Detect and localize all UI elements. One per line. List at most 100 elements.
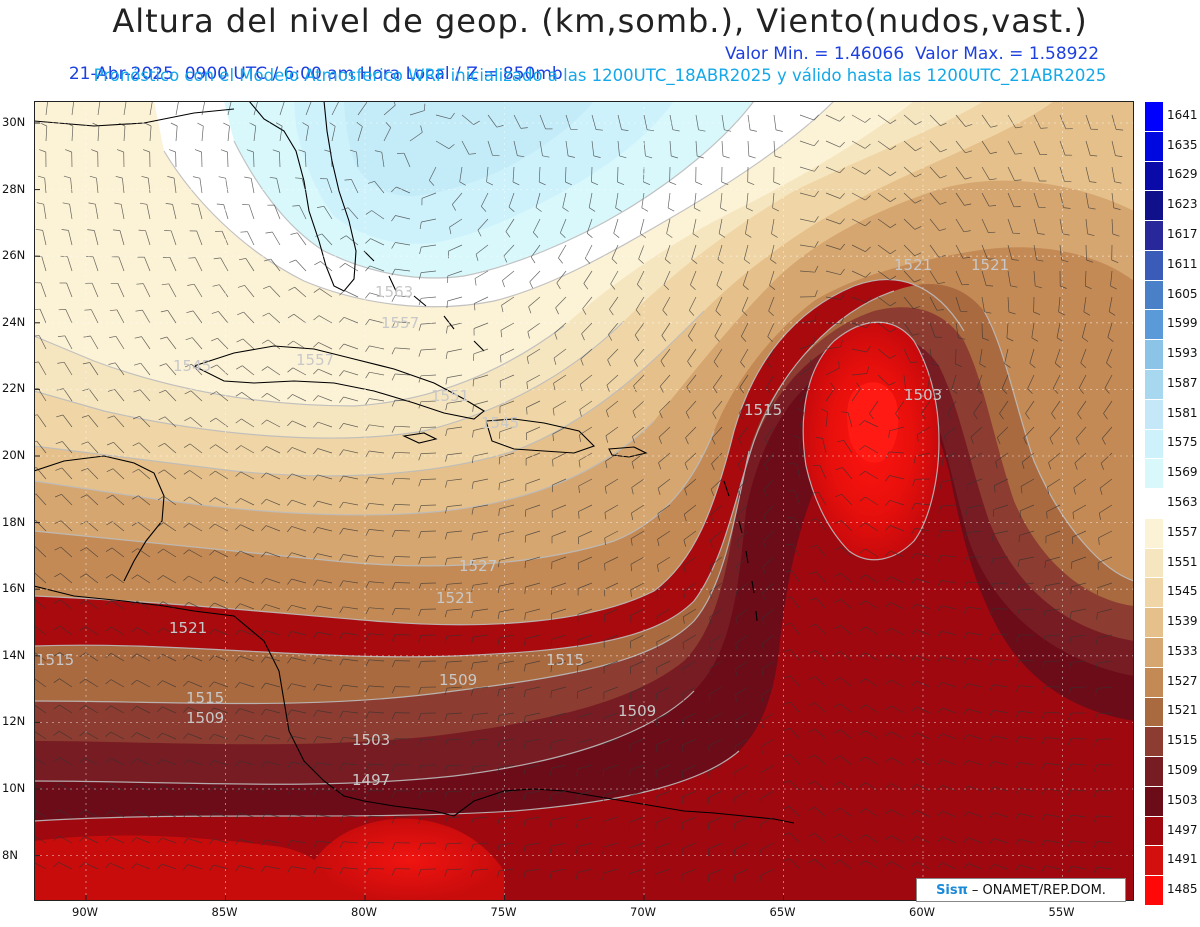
wind-barb-flag xyxy=(835,467,843,471)
wind-barb-flag xyxy=(989,812,994,819)
wind-barb-shaft xyxy=(981,192,990,207)
wind-barb-flag xyxy=(418,401,422,409)
wind-barb-shaft xyxy=(864,445,879,454)
wind-barb-shaft xyxy=(608,322,619,335)
wind-barb-shaft xyxy=(199,178,203,194)
wind-barb-flag xyxy=(272,149,280,153)
wind-barb-flag xyxy=(937,785,943,791)
wind-barb-shaft xyxy=(993,838,1009,844)
wind-barb-flag xyxy=(885,550,891,557)
wind-barb-flag xyxy=(859,420,865,426)
contour-label: 1545 xyxy=(481,414,519,432)
wind-barb-flag xyxy=(658,437,662,444)
wind-barb-shaft xyxy=(981,166,991,181)
wind-barb-shaft xyxy=(58,835,73,844)
wind-barb-flag xyxy=(314,261,321,266)
wind-barb-shaft xyxy=(45,125,48,142)
wind-barb-shaft xyxy=(764,426,775,440)
wind-barb-shaft xyxy=(499,738,515,742)
wind-barb-shaft xyxy=(291,683,307,688)
wind-barb-shaft xyxy=(814,676,827,688)
wind-barb-flag xyxy=(602,821,604,829)
wind-barb-flag xyxy=(105,758,111,764)
wind-barb-shaft xyxy=(604,504,619,513)
wind-barb-flag xyxy=(159,363,167,367)
wind-barb-flag xyxy=(552,459,554,467)
wind-barb-shaft xyxy=(915,527,931,532)
wind-barb-shaft xyxy=(799,140,815,147)
wind-barb-flag xyxy=(418,687,422,695)
wind-barb-shaft xyxy=(475,244,489,255)
wind-barb-shaft xyxy=(141,336,151,350)
wind-barb-flag xyxy=(604,486,607,494)
wind-barb-shaft xyxy=(683,582,697,592)
wind-barb-flag xyxy=(1094,713,1098,721)
wind-barb-shaft xyxy=(369,581,385,584)
wind-barb-shaft xyxy=(123,125,126,142)
wind-barb-shaft xyxy=(525,634,541,639)
wind-barb-shaft xyxy=(588,192,593,208)
wind-barb-shaft xyxy=(369,292,385,298)
wind-barb-flag xyxy=(689,310,695,316)
wind-barb-flag xyxy=(105,653,112,658)
wind-barb-flag xyxy=(339,396,344,403)
wind-barb-flag xyxy=(740,361,746,368)
wind-barb-shaft xyxy=(966,581,983,584)
wind-barb-flag xyxy=(157,654,163,660)
wind-barb-flag xyxy=(1023,437,1027,445)
wind-barb-shaft xyxy=(710,478,723,490)
wind-barb-shaft xyxy=(136,784,151,792)
wind-barb-flag xyxy=(339,475,344,482)
wind-barb-shaft xyxy=(196,230,203,246)
wind-barb-shaft xyxy=(799,114,815,121)
wind-barb-shaft xyxy=(343,658,359,662)
wind-barb-shaft xyxy=(265,761,281,766)
wind-barb-flag xyxy=(550,768,552,776)
wind-barb-flag xyxy=(524,664,526,672)
wind-barb-shaft xyxy=(657,530,671,540)
wind-barb-flag xyxy=(158,469,165,474)
wind-barb-shaft xyxy=(446,686,463,689)
wind-barb-flag xyxy=(501,305,504,313)
wind-barb-flag xyxy=(834,703,841,708)
wind-barb-shaft xyxy=(658,452,671,463)
wind-barb-shaft xyxy=(239,865,255,870)
wind-barb-flag xyxy=(1041,839,1046,847)
wind-barb-flag xyxy=(1077,413,1082,420)
wind-barb-flag xyxy=(1060,285,1067,289)
wind-barb-flag xyxy=(497,793,500,800)
wind-barb-shaft xyxy=(188,549,203,558)
wind-barb-shaft xyxy=(655,816,671,823)
wind-barb-flag xyxy=(53,704,60,710)
wind-barb-flag xyxy=(645,155,653,159)
wind-barb-shaft xyxy=(394,608,411,610)
wind-barb-shaft xyxy=(139,389,151,402)
wind-barb-flag xyxy=(1100,463,1105,470)
wind-barb-shaft xyxy=(1097,866,1113,870)
lat-label: 10N xyxy=(2,781,26,795)
wind-barb-shaft xyxy=(58,757,73,766)
wind-barb-shaft xyxy=(1097,841,1113,844)
wind-barb-flag xyxy=(656,590,659,598)
wind-barb-shaft xyxy=(137,548,151,558)
wind-barb-shaft xyxy=(276,178,281,194)
wind-barb-flag xyxy=(339,580,344,587)
wind-barb-shaft xyxy=(851,192,866,201)
wind-barb-shaft xyxy=(305,101,312,116)
wind-barb-shaft xyxy=(1077,400,1087,414)
wind-barb-flag xyxy=(911,552,916,560)
wind-barb-shaft xyxy=(223,204,229,220)
color-scale-label: 1533 xyxy=(1167,643,1198,658)
wind-barb-flag xyxy=(736,540,740,548)
wind-barb-shaft xyxy=(629,764,645,771)
wind-barb-flag xyxy=(210,364,218,369)
wind-barb-shaft xyxy=(162,680,177,688)
wind-barb-flag xyxy=(1095,663,1098,670)
wind-barb-shaft xyxy=(682,790,697,798)
wind-barb-flag xyxy=(635,309,641,316)
wind-barb-flag xyxy=(914,252,922,257)
wind-barb-shaft xyxy=(825,296,841,300)
wind-barb-flag xyxy=(1036,259,1044,262)
wind-barb-shaft xyxy=(461,140,470,155)
wind-barb-flag xyxy=(158,416,166,421)
